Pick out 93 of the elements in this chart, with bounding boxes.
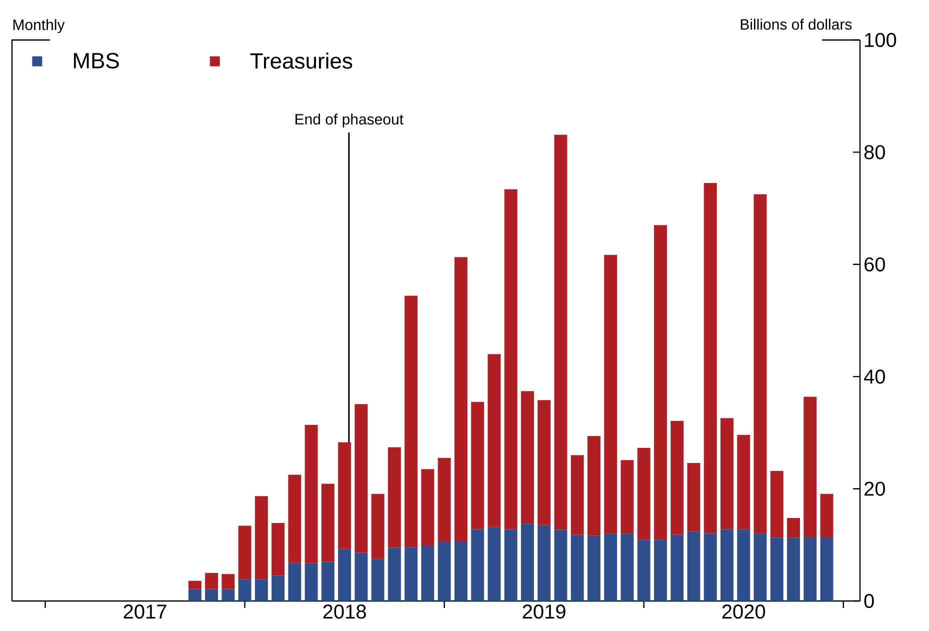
bar: [670, 420, 684, 535]
bar: [720, 418, 734, 530]
bar: [637, 540, 650, 601]
bar: [538, 525, 551, 601]
bar: [205, 572, 218, 590]
bar: [222, 589, 235, 601]
x-tick-label: 2019: [522, 604, 566, 619]
bar: [554, 530, 568, 601]
bar: [687, 462, 700, 532]
bar: [504, 529, 518, 601]
bar: [488, 526, 501, 601]
bar: [637, 448, 650, 540]
bar: [704, 533, 717, 601]
bar: [438, 542, 451, 601]
y-axis-title: Billions of dollars: [740, 18, 852, 30]
bar: [754, 194, 767, 534]
bar: [770, 538, 784, 601]
bar: [654, 225, 667, 540]
bar: [272, 576, 285, 601]
bar: [338, 548, 352, 601]
bar: [488, 354, 501, 527]
bar: [820, 537, 834, 601]
bar: [504, 189, 518, 530]
bar: [804, 396, 817, 538]
bar: [254, 579, 268, 601]
bar: [304, 424, 318, 564]
bar: [687, 531, 700, 601]
x-tick-label: 2017: [124, 604, 166, 619]
bar: [222, 574, 235, 590]
bar: [205, 589, 218, 601]
ref-line-label: End of phaseout: [296, 114, 404, 128]
x-tick-label: 2018: [323, 604, 366, 619]
x-tick-label: 2020: [722, 604, 766, 619]
bar: [820, 494, 834, 538]
legend-label: MBS: [74, 52, 119, 68]
bar: [520, 391, 534, 524]
bar: [554, 134, 568, 530]
bar: [238, 526, 252, 580]
bar: [388, 447, 401, 548]
bar: [421, 469, 434, 546]
bar: [288, 474, 302, 563]
bar: [570, 534, 584, 601]
bar: [720, 529, 734, 601]
y-tick-label: 80: [864, 145, 885, 160]
y-tick-label: 60: [864, 257, 885, 272]
bar: [520, 524, 534, 601]
y-tick-label: 0: [864, 594, 874, 608]
bar: [587, 436, 600, 536]
bar: [238, 579, 252, 601]
bar: [454, 542, 468, 601]
bar: [570, 455, 584, 535]
bar: [404, 296, 418, 548]
bar: [371, 558, 384, 601]
bar: [804, 537, 817, 601]
bar: [754, 533, 767, 601]
bar: [538, 400, 551, 526]
bar: [388, 548, 401, 601]
bar: [454, 257, 468, 542]
bar: [338, 442, 352, 549]
bar: [737, 529, 750, 601]
bar: [354, 404, 368, 553]
bar: [471, 529, 484, 601]
legend-label: Treasuries: [250, 52, 352, 69]
bar: [587, 536, 600, 601]
bar: [288, 562, 302, 601]
bar: [471, 402, 484, 530]
bar: [304, 563, 318, 601]
bar: [421, 545, 434, 601]
bar: [704, 183, 717, 534]
text: Monthly: [13, 19, 65, 34]
bar: [371, 494, 384, 559]
bar: [321, 562, 334, 601]
bar: [737, 434, 750, 530]
bar: [670, 534, 684, 601]
y-tick-label: 100: [865, 32, 896, 48]
bar: [654, 540, 667, 601]
bar: [787, 538, 800, 601]
bar: [404, 547, 418, 601]
y-tick-label: 20: [864, 482, 885, 496]
bar: [188, 580, 202, 590]
bar: [620, 534, 634, 601]
bar: [254, 496, 268, 580]
bar: [620, 460, 634, 534]
bar: [321, 484, 334, 562]
bar: [438, 458, 451, 542]
y-tick-label: 40: [864, 370, 885, 384]
bar: [272, 523, 285, 576]
bar: [188, 589, 202, 601]
bar: [604, 534, 618, 601]
bar: [770, 470, 784, 538]
bar: [787, 518, 800, 538]
bar: [604, 254, 618, 534]
bar: [354, 552, 368, 601]
